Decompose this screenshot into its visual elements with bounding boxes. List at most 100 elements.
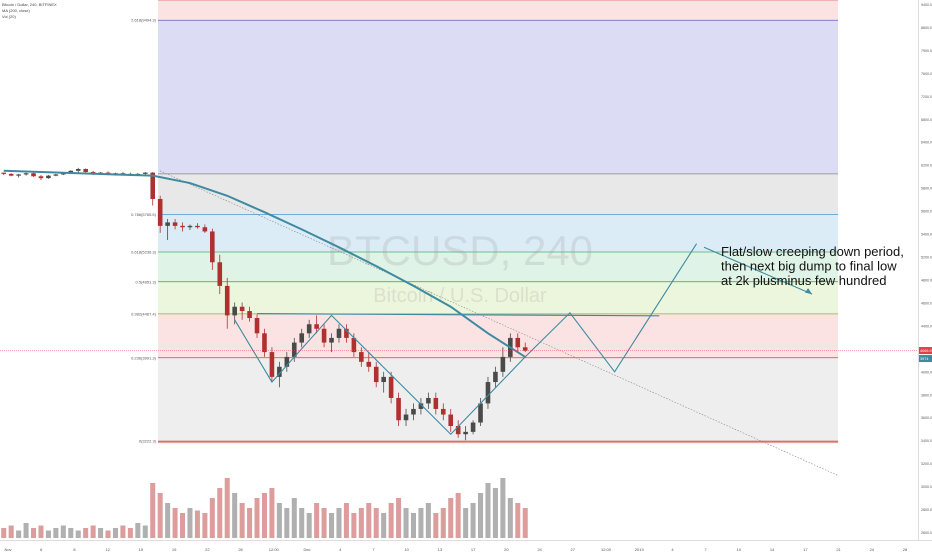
candle bbox=[31, 172, 36, 177]
candle bbox=[448, 408, 454, 432]
candle bbox=[157, 195, 163, 233]
candle bbox=[150, 172, 156, 206]
candle bbox=[515, 333, 521, 353]
watermark-subtitle: Bitcoin / U.S. Dollar bbox=[373, 285, 547, 307]
candle bbox=[396, 392, 401, 426]
candle bbox=[366, 352, 372, 372]
candle bbox=[485, 376, 491, 409]
volume-bar bbox=[38, 525, 44, 538]
candle-body bbox=[202, 227, 208, 232]
volume-bar bbox=[291, 498, 297, 538]
y-tick: 4000.0 bbox=[921, 370, 932, 374]
y-tick: 7600.0 bbox=[921, 72, 932, 76]
candle bbox=[411, 403, 416, 421]
candle bbox=[1, 172, 7, 176]
candle-body bbox=[493, 371, 498, 383]
candle-body bbox=[500, 356, 506, 372]
candle bbox=[522, 342, 528, 353]
candle-body bbox=[8, 173, 14, 176]
volume-bar bbox=[209, 498, 215, 538]
y-tick: 6800.0 bbox=[921, 118, 932, 122]
candle bbox=[373, 361, 379, 388]
candle-body bbox=[418, 403, 424, 409]
candle-body bbox=[210, 231, 215, 263]
price-axis[interactable]: 9400.0 8800.0 7900.0 7600.0 7200.0 6800.0 6400… bbox=[918, 0, 932, 540]
candle bbox=[217, 254, 223, 295]
y-tick: 4400.0 bbox=[921, 324, 932, 328]
volume-bar bbox=[515, 503, 521, 538]
volume-bar bbox=[485, 483, 491, 538]
volume-bar bbox=[68, 528, 74, 538]
volume-bar bbox=[366, 503, 372, 538]
candle-body bbox=[433, 397, 439, 409]
candle-body bbox=[150, 172, 156, 199]
candle-body bbox=[247, 311, 252, 319]
fib-labels: 2.618(9494.3) 0.786(5765.5) 0.618(5236.3) 0… bbox=[131, 18, 157, 444]
volume-bar bbox=[224, 478, 230, 538]
fib-zones bbox=[158, 0, 838, 444]
candle bbox=[254, 314, 260, 338]
candle-body bbox=[75, 169, 81, 171]
volume-bar bbox=[150, 483, 156, 538]
volume-bar bbox=[507, 498, 513, 538]
candle bbox=[224, 277, 230, 329]
candle bbox=[455, 420, 461, 438]
volume-bar bbox=[261, 493, 267, 538]
volume-bar bbox=[120, 525, 126, 538]
candle-body bbox=[187, 225, 193, 228]
candle-body bbox=[269, 352, 275, 377]
volume-bar bbox=[358, 508, 364, 538]
volume-bar bbox=[187, 508, 193, 538]
volume-bar bbox=[1, 528, 7, 538]
candle bbox=[418, 397, 424, 415]
volume-bars bbox=[1, 478, 528, 538]
candle bbox=[440, 403, 446, 421]
volume-bar bbox=[329, 513, 335, 538]
candle bbox=[239, 302, 245, 320]
volume-bar bbox=[60, 525, 66, 538]
y-tick: 3000.0 bbox=[921, 485, 932, 489]
y-tick: 2800.0 bbox=[921, 508, 932, 512]
candle bbox=[277, 361, 282, 388]
y-tick: 2600.0 bbox=[921, 531, 932, 535]
volume-bar bbox=[500, 478, 506, 538]
candle bbox=[426, 392, 431, 409]
candle-body bbox=[284, 356, 290, 367]
volume-bar bbox=[306, 513, 312, 538]
candle-body bbox=[83, 169, 88, 173]
candle-body bbox=[478, 403, 483, 423]
candles bbox=[1, 167, 528, 441]
y-tick: 6200.0 bbox=[921, 164, 932, 168]
candle bbox=[329, 333, 334, 353]
volume-bar bbox=[299, 508, 305, 538]
volume-bar bbox=[194, 510, 200, 538]
candle-body bbox=[157, 198, 163, 226]
volume-bar bbox=[440, 508, 446, 538]
candle-body bbox=[314, 324, 319, 329]
time-axis[interactable]: Nov 6 8 12 15 19 22 26 12:00 Dec 4 7 10 13 17 20 24 27 12:… bbox=[0, 540, 932, 552]
candle bbox=[493, 366, 498, 388]
y-tick: 3400.0 bbox=[921, 439, 932, 443]
candle-body bbox=[426, 397, 431, 404]
candle bbox=[299, 328, 305, 348]
candle bbox=[463, 425, 468, 441]
symbol-line: Bitcoin / Dollar, 240, BITFINEX bbox=[2, 2, 57, 7]
volume-bar bbox=[336, 508, 342, 538]
watermark-title: BTCUSD, 240 bbox=[327, 227, 593, 274]
candle-body bbox=[306, 324, 312, 334]
volume-bar bbox=[321, 508, 327, 538]
volume-bar bbox=[276, 503, 282, 538]
candle bbox=[247, 306, 252, 322]
volume-bar bbox=[463, 508, 469, 538]
volume-bar bbox=[165, 503, 171, 538]
ma-price-label: 3974 bbox=[920, 357, 928, 361]
candle bbox=[306, 319, 312, 338]
candle bbox=[75, 167, 81, 173]
y-tick: 8800.0 bbox=[921, 26, 932, 30]
candle-body bbox=[448, 414, 454, 426]
volume-bar bbox=[112, 528, 118, 538]
volume-bar bbox=[45, 530, 51, 538]
volume-bar bbox=[135, 523, 141, 538]
y-tick: 3200.0 bbox=[921, 462, 932, 466]
